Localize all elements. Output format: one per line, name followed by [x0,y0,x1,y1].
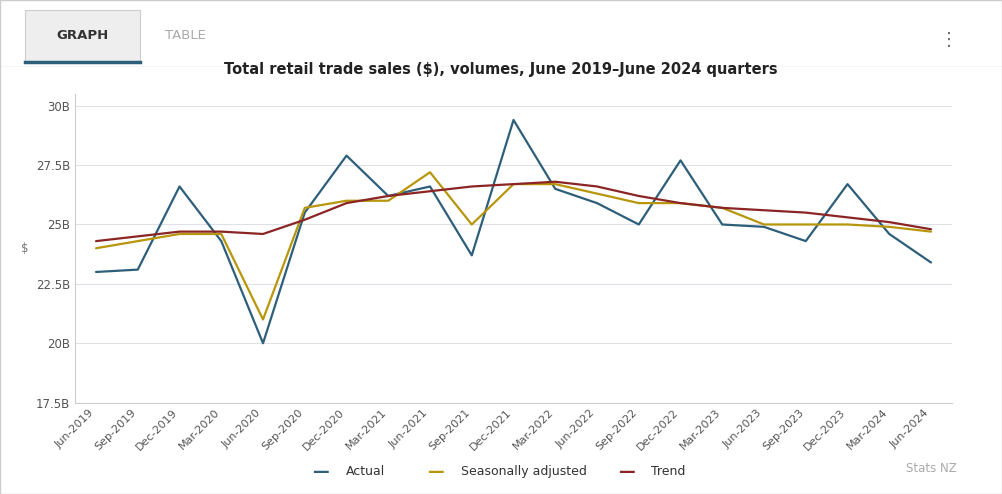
Seasonally adjusted [131,238,143,244]
Text: Trend: Trend [651,465,685,478]
Actual [424,183,436,189]
Line: Seasonally adjusted: Seasonally adjusted [96,172,931,320]
Seasonally adjusted [299,205,311,211]
Actual [633,221,645,227]
Trend [884,219,896,225]
Actual [842,181,854,187]
Actual [299,209,311,215]
Seasonally adjusted [633,200,645,206]
Seasonally adjusted [758,221,770,227]
Seasonally adjusted [215,231,227,237]
Actual [466,252,478,258]
Actual [800,238,812,244]
Seasonally adjusted [424,169,436,175]
Actual [591,200,603,206]
Seasonally adjusted [549,181,561,187]
Trend [90,238,102,244]
Text: Total retail trade sales ($), volumes, June 2019–June 2024 quarters: Total retail trade sales ($), volumes, J… [224,62,778,77]
Trend [299,217,311,223]
Seasonally adjusted [674,200,686,206]
Seasonally adjusted [716,205,728,211]
Seasonally adjusted [507,181,519,187]
Line: Actual: Actual [96,120,931,343]
Trend [549,179,561,185]
Trend [716,205,728,211]
Trend [131,233,143,239]
Line: Trend: Trend [96,182,931,241]
Actual [758,224,770,230]
Bar [25,10,140,62]
Actual [925,259,937,265]
Text: Stats NZ: Stats NZ [906,462,957,475]
Trend [925,226,937,232]
Seasonally adjusted [173,231,185,237]
Trend [591,183,603,189]
Actual [716,221,728,227]
Trend [424,188,436,194]
Trend [633,193,645,199]
Actual [90,269,102,275]
Trend [173,229,185,235]
Actual [173,183,185,189]
Actual [884,231,896,237]
Actual [341,153,353,159]
Trend [382,193,394,199]
Text: —: — [428,463,444,481]
Text: —: — [618,463,634,481]
Trend [758,207,770,213]
Actual [549,186,561,192]
Seasonally adjusted [257,317,269,323]
Text: TABLE: TABLE [165,29,205,42]
Actual [382,193,394,199]
Actual [257,340,269,346]
Text: Actual: Actual [346,465,385,478]
Trend [466,183,478,189]
Seasonally adjusted [925,229,937,235]
Actual [131,267,143,273]
Seasonally adjusted [591,191,603,197]
Actual [674,158,686,164]
Seasonally adjusted [884,224,896,230]
Actual [507,117,519,123]
Seasonally adjusted [842,221,854,227]
Trend [215,229,227,235]
Text: ⋮: ⋮ [940,31,958,48]
Text: GRAPH: GRAPH [56,29,108,42]
Seasonally adjusted [382,198,394,204]
Actual [215,238,227,244]
Text: —: — [313,463,329,481]
Trend [507,181,519,187]
Text: Seasonally adjusted: Seasonally adjusted [461,465,587,478]
Y-axis label: $: $ [21,242,29,255]
Trend [842,214,854,220]
Seasonally adjusted [90,245,102,251]
Seasonally adjusted [466,221,478,227]
Trend [674,200,686,206]
Trend [341,200,353,206]
Seasonally adjusted [800,221,812,227]
Trend [800,209,812,215]
Trend [257,231,269,237]
Seasonally adjusted [341,198,353,204]
